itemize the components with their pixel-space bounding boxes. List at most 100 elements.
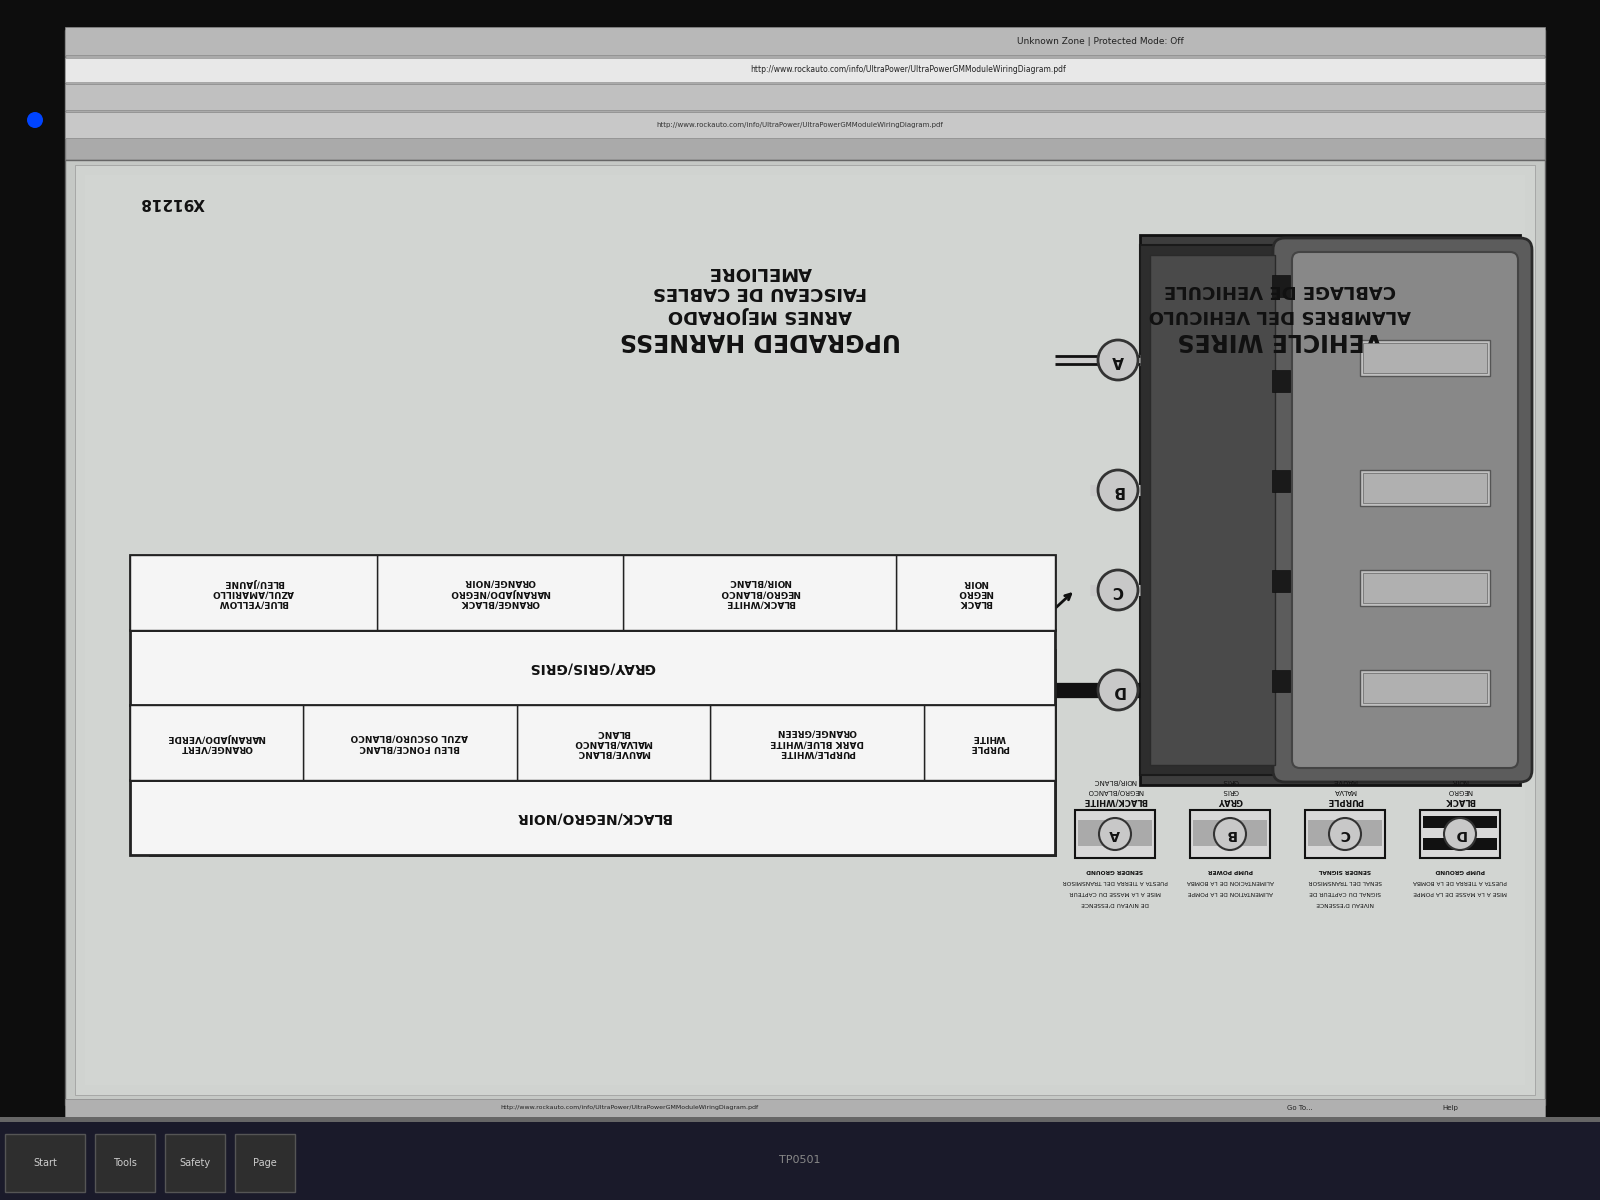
Text: B: B xyxy=(1224,827,1235,841)
Bar xyxy=(1360,470,1490,506)
Bar xyxy=(710,704,923,780)
Text: FAISCEAU DE CABLES: FAISCEAU DE CABLES xyxy=(653,283,867,301)
Circle shape xyxy=(1098,340,1138,380)
Bar xyxy=(1422,838,1498,850)
Text: http://www.rockauto.com/info/UltraPower/UltraPowerGMModuleWiringDiagram.pdf: http://www.rockauto.com/info/UltraPower/… xyxy=(656,122,944,128)
Text: BLACK
NEGRO
NOIR: BLACK NEGRO NOIR xyxy=(958,577,994,607)
Bar xyxy=(130,704,1054,780)
Text: PUMP GROUND: PUMP GROUND xyxy=(1435,868,1485,874)
Text: PUESTA A TIERRA DE LA BOMBA: PUESTA A TIERRA DE LA BOMBA xyxy=(1413,878,1507,884)
Text: Safety: Safety xyxy=(179,1158,211,1168)
Bar xyxy=(75,164,1534,1094)
Bar xyxy=(66,58,1546,82)
Text: UPGRADED HARNESS: UPGRADED HARNESS xyxy=(619,328,901,352)
FancyBboxPatch shape xyxy=(1274,238,1533,782)
Bar xyxy=(1272,275,1290,296)
Bar xyxy=(1075,810,1155,858)
Bar xyxy=(66,84,1546,110)
Text: THE HARNESS TO FIT INSIDE THE VEHICLE WIRING LOOM.: THE HARNESS TO FIT INSIDE THE VEHICLE WI… xyxy=(446,808,760,818)
Bar xyxy=(1272,570,1290,592)
Circle shape xyxy=(1330,818,1362,850)
Bar xyxy=(130,704,302,780)
Bar xyxy=(94,1134,155,1192)
Text: NOIR: NOIR xyxy=(1451,778,1469,784)
Text: PURPLE/WHITE
DARK BLUE/WHITE
ORANGE/GREEN: PURPLE/WHITE DARK BLUE/WHITE ORANGE/GREE… xyxy=(770,727,864,757)
Bar xyxy=(896,554,1054,630)
Text: TP0501: TP0501 xyxy=(779,1154,821,1165)
Circle shape xyxy=(1098,470,1138,510)
Text: MISE A LA MASSE DE LA POMPE: MISE A LA MASSE DE LA POMPE xyxy=(1413,890,1507,895)
Bar xyxy=(0,1117,1600,1122)
Text: http://www.rockauto.com/info/UltraPower/UltraPowerGMModuleWiringDiagram.pdf: http://www.rockauto.com/info/UltraPower/… xyxy=(750,66,1066,74)
Text: AMELIORE: AMELIORE xyxy=(709,263,811,281)
Bar xyxy=(376,554,624,630)
Text: PUESTA A TIERRA DEL TRANSMISOR: PUESTA A TIERRA DEL TRANSMISOR xyxy=(1062,878,1168,884)
Circle shape xyxy=(1099,818,1131,850)
Text: X91218: X91218 xyxy=(141,194,205,210)
Text: PURPLE
WHITE: PURPLE WHITE xyxy=(970,733,1010,752)
Text: QUE LE FAISCEAU DE CABLES PUISSE ETRE INSERE A: QUE LE FAISCEAU DE CABLES PUISSE ETRE IN… xyxy=(459,674,746,685)
FancyBboxPatch shape xyxy=(1293,252,1518,768)
Text: PURPLE: PURPLE xyxy=(1326,796,1363,805)
Text: A: A xyxy=(1112,353,1123,367)
Bar xyxy=(1272,470,1290,492)
Circle shape xyxy=(1214,818,1246,850)
Text: C: C xyxy=(1339,827,1350,841)
Text: D: D xyxy=(1112,683,1125,697)
Text: ALIMENTATION DE LA POMPE: ALIMENTATION DE LA POMPE xyxy=(1187,890,1272,895)
Text: Tools: Tools xyxy=(114,1158,138,1168)
Text: Help: Help xyxy=(1442,1105,1458,1111)
Text: A: A xyxy=(1110,827,1120,841)
Text: BLACK: BLACK xyxy=(1445,796,1475,805)
Text: PERMITIR QUE EL ARNES QUEPA DENTRO DEL CONDUCTO: PERMITIR QUE EL ARNES QUEPA DENTRO DEL C… xyxy=(446,751,758,761)
Bar xyxy=(66,160,1546,1105)
Text: MAUVE: MAUVE xyxy=(1333,778,1357,784)
Text: SIGNAL DU CAPTEUR DE: SIGNAL DU CAPTEUR DE xyxy=(1309,890,1381,895)
Bar xyxy=(235,1134,294,1192)
Text: C: C xyxy=(1112,582,1123,598)
Bar xyxy=(0,1120,1600,1200)
Text: NEGRO/BLANCO: NEGRO/BLANCO xyxy=(1086,788,1142,794)
Bar xyxy=(1190,810,1270,858)
Bar xyxy=(1363,473,1486,503)
Bar xyxy=(1363,572,1486,602)
Bar xyxy=(150,650,1054,854)
Bar xyxy=(130,554,1054,630)
Bar xyxy=(1139,235,1520,785)
Text: GRIS: GRIS xyxy=(1222,778,1238,784)
Bar xyxy=(1363,673,1486,703)
Circle shape xyxy=(27,112,43,128)
Text: SENDER GROUND: SENDER GROUND xyxy=(1086,868,1144,874)
Circle shape xyxy=(1098,570,1138,610)
Bar xyxy=(66,26,1546,55)
Bar xyxy=(1272,670,1290,692)
Text: GRAY: GRAY xyxy=(1218,796,1243,805)
Text: BLACK/WHITE
NEGRO/BLANCO
NOIR/BLANC: BLACK/WHITE NEGRO/BLANCO NOIR/BLANC xyxy=(720,577,800,607)
Text: VEHICLE WIRES: VEHICLE WIRES xyxy=(1178,328,1382,352)
Bar xyxy=(165,1134,226,1192)
Text: NOIR/BLANC: NOIR/BLANC xyxy=(1093,778,1136,784)
Text: NEGRO: NEGRO xyxy=(1448,788,1472,794)
Text: BLUE/YELLOW
AZUL/AMARILLO
BLEU/JAUNE: BLUE/YELLOW AZUL/AMARILLO BLEU/JAUNE xyxy=(213,577,294,607)
Text: LOS CONECTORES PLEGADOS DEBEN ESCALONARSE PARA: LOS CONECTORES PLEGADOS DEBEN ESCALONARS… xyxy=(445,770,760,780)
Bar xyxy=(1272,370,1290,392)
Text: DE NIVEAU D'ESSENCE: DE NIVEAU D'ESSENCE xyxy=(1082,901,1149,906)
Text: DE ALAMBRADO DEL VEHICULO.: DE ALAMBRADO DEL VEHICULO. xyxy=(515,732,690,742)
Bar xyxy=(1309,820,1382,846)
Text: BLEU FONCE/BLANC
AZUL OSCURO/BLANCO: BLEU FONCE/BLANC AZUL OSCURO/BLANCO xyxy=(350,733,469,752)
Bar xyxy=(1360,340,1490,376)
Text: ALIMENTACION DE LA BOMBA: ALIMENTACION DE LA BOMBA xyxy=(1187,878,1274,884)
Bar xyxy=(1306,810,1386,858)
Text: MAUVE/BLANC
MALVA/BLANCO
BLANC: MAUVE/BLANC MALVA/BLANCO BLANC xyxy=(574,727,653,757)
Bar xyxy=(66,112,1546,138)
Text: CRIMPED CONNECTORS MUST BE STAGGERED TO ENABLE: CRIMPED CONNECTORS MUST BE STAGGERED TO … xyxy=(446,827,758,838)
Text: L'INTERIEUR DU CABLAGE PREASSEMBLE DU VEHICULE.: L'INTERIEUR DU CABLAGE PREASSEMBLE DU VE… xyxy=(451,656,754,666)
Text: LES CONNECTEURS SERTIS DOIVENT ETRE REPARTIS POUR: LES CONNECTEURS SERTIS DOIVENT ETRE REPA… xyxy=(443,694,762,704)
Text: BLACK/NEGRO/NOIR: BLACK/NEGRO/NOIR xyxy=(515,810,670,824)
Bar xyxy=(1422,816,1498,828)
Text: ORANGE/BLACK
NARANJADO/NEGRO
ORANGE/NOIR: ORANGE/BLACK NARANJADO/NEGRO ORANGE/NOIR xyxy=(450,577,550,607)
Bar xyxy=(624,554,896,630)
Bar xyxy=(1360,570,1490,606)
Text: ARNES MEJORADO: ARNES MEJORADO xyxy=(667,306,853,324)
Text: D: D xyxy=(1454,827,1466,841)
